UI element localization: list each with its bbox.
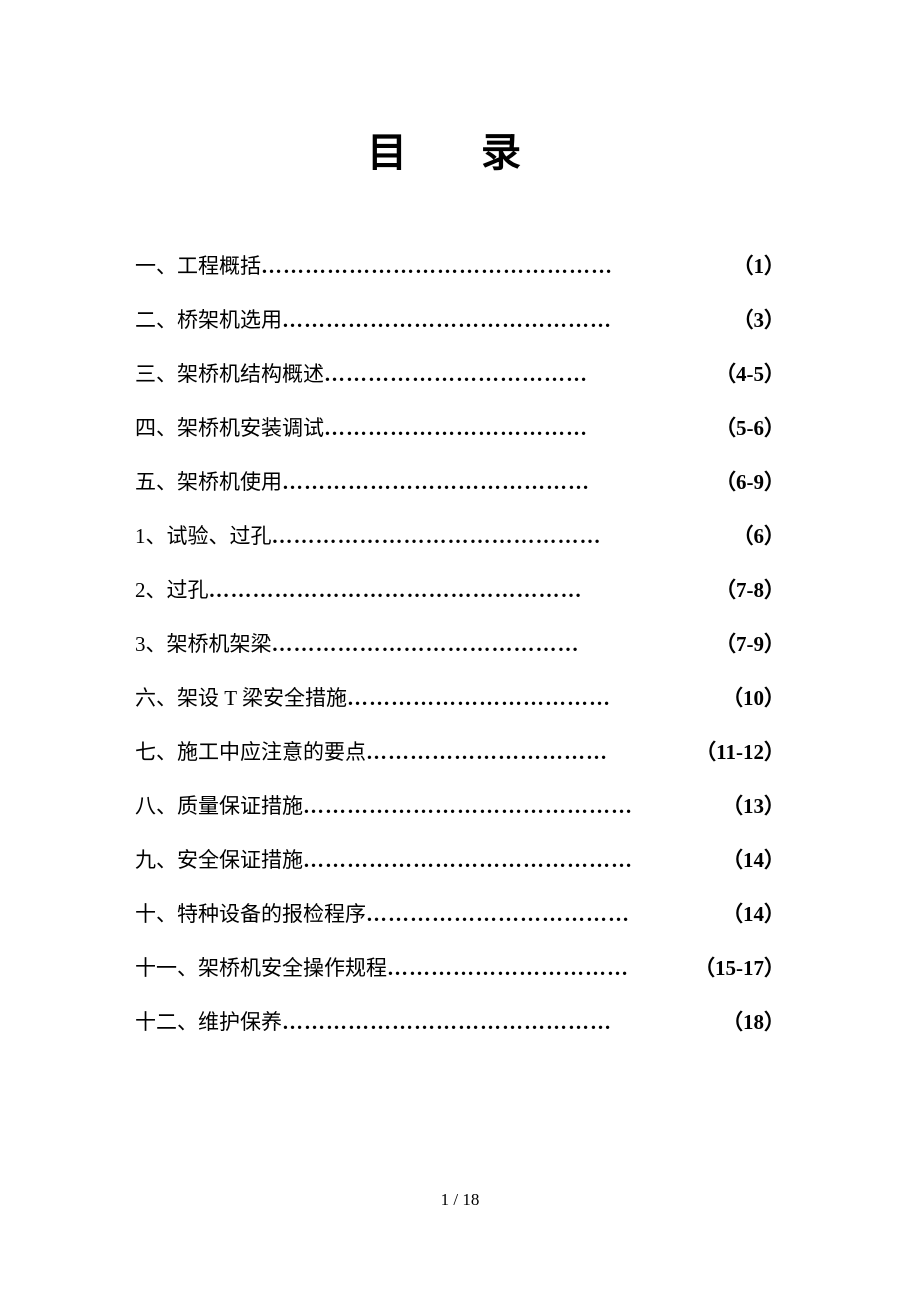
toc-item: 九、安全保证措施………………………………………（14） [135, 844, 785, 874]
toc-item: 五、架桥机使用……………………………………（6-9） [135, 466, 785, 496]
toc-item-leader: ……………………………… [324, 416, 709, 441]
table-of-contents: 一、工程概括…………………………………………（1）二、桥架机选用……………………… [135, 250, 785, 1036]
toc-item-label: 1、试验、过孔 [135, 520, 272, 550]
toc-item: 六、架设 T 梁安全措施………………………………（10） [135, 682, 785, 712]
toc-item: 1、试验、过孔………………………………………（6） [135, 520, 785, 550]
toc-item-leader: ……………………………………… [282, 308, 727, 333]
toc-item-leader: …………………………………………… [209, 578, 710, 603]
toc-item-label: 十二、维护保养 [135, 1006, 282, 1036]
toc-item-page: （4-5） [709, 358, 785, 388]
toc-item-page: （10） [716, 682, 785, 712]
toc-item: 三、架桥机结构概述………………………………（4-5） [135, 358, 785, 388]
toc-item-page: （11-12） [689, 736, 785, 766]
toc-item-leader: ……………………………………… [303, 848, 716, 873]
toc-item-leader: ……………………………… [347, 686, 716, 711]
toc-item-page: （14） [716, 844, 785, 874]
toc-item-leader: ……………………………… [324, 362, 709, 387]
toc-item-label: 七、施工中应注意的要点 [135, 736, 366, 766]
toc-item-label: 五、架桥机使用 [135, 466, 282, 496]
toc-item-label: 2、过孔 [135, 574, 209, 604]
document-page: 目 录 一、工程概括…………………………………………（1）二、桥架机选用…………… [0, 0, 920, 1036]
toc-item-page: （15-17） [688, 952, 785, 982]
toc-item-leader: …………………………… [387, 956, 688, 981]
toc-item-page: （13） [716, 790, 785, 820]
toc-item-page: （7-8） [709, 574, 785, 604]
toc-item-label: 一、工程概括 [135, 250, 261, 280]
toc-item-page: （14） [716, 898, 785, 928]
toc-item-label: 十、特种设备的报检程序 [135, 898, 366, 928]
toc-item-label: 六、架设 T 梁安全措施 [135, 682, 347, 712]
toc-item-label: 二、桥架机选用 [135, 304, 282, 334]
toc-item-label: 八、质量保证措施 [135, 790, 303, 820]
toc-item-leader: ……………………………………… [303, 794, 716, 819]
toc-item-label: 十一、架桥机安全操作规程 [135, 952, 387, 982]
toc-item-leader: ……………………………… [366, 902, 716, 927]
toc-item: 3、架桥机架梁……………………………………（7-9） [135, 628, 785, 658]
toc-item: 十、特种设备的报检程序………………………………（14） [135, 898, 785, 928]
toc-item: 二、桥架机选用………………………………………（3） [135, 304, 785, 334]
toc-item: 四、架桥机安装调试………………………………（5-6） [135, 412, 785, 442]
toc-item-leader: …………………………………… [272, 632, 710, 657]
toc-item-page: （3） [727, 304, 786, 334]
toc-item-leader: …………………………… [366, 740, 689, 765]
toc-item-leader: ……………………………………… [272, 524, 727, 549]
toc-item-leader: ………………………………………… [261, 254, 727, 279]
toc-item-page: （6） [727, 520, 786, 550]
toc-item: 一、工程概括…………………………………………（1） [135, 250, 785, 280]
toc-item-page: （5-6） [709, 412, 785, 442]
toc-item: 2、过孔……………………………………………（7-8） [135, 574, 785, 604]
toc-item: 七、施工中应注意的要点……………………………（11-12） [135, 736, 785, 766]
toc-item-label: 三、架桥机结构概述 [135, 358, 324, 388]
page-title: 目 录 [135, 120, 785, 178]
toc-item-label: 四、架桥机安装调试 [135, 412, 324, 442]
page-number-footer: 1 / 18 [0, 1190, 920, 1210]
toc-item: 八、质量保证措施………………………………………（13） [135, 790, 785, 820]
toc-item-leader: …………………………………… [282, 470, 709, 495]
toc-item-label: 3、架桥机架梁 [135, 628, 272, 658]
toc-item-page: （1） [727, 250, 786, 280]
toc-item-page: （6-9） [709, 466, 785, 496]
toc-item-page: （7-9） [709, 628, 785, 658]
toc-item: 十一、架桥机安全操作规程……………………………（15-17） [135, 952, 785, 982]
toc-item-leader: ……………………………………… [282, 1010, 716, 1035]
toc-item-page: （18） [716, 1006, 785, 1036]
toc-item-label: 九、安全保证措施 [135, 844, 303, 874]
toc-item: 十二、维护保养………………………………………（18） [135, 1006, 785, 1036]
